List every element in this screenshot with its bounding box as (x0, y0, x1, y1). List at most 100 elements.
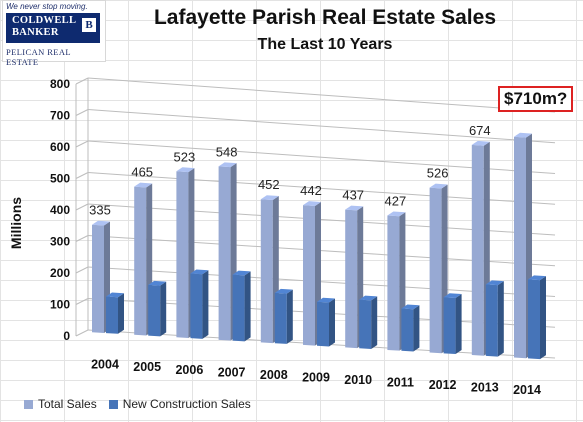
bar-new-2011-top (401, 304, 420, 310)
x-tick-label-2010: 2010 (344, 373, 372, 387)
bar-total-2014-top (514, 132, 532, 138)
bar-new-2008-side (286, 289, 293, 344)
bar-new-2011-side (413, 305, 420, 352)
bar-total-2007-front (218, 166, 231, 341)
gridline-700 (87, 109, 556, 144)
gridline-side-800 (75, 77, 89, 85)
data-label-total-2007: 548 (216, 144, 238, 159)
legend-swatch-new-construction (108, 399, 118, 409)
x-tick-label-2014: 2014 (513, 383, 541, 397)
bar-total-2010-front (345, 209, 358, 349)
gridline-side-100 (75, 298, 89, 305)
bar-new-2010-side (371, 296, 378, 349)
x-tick-label-2011: 2011 (387, 375, 414, 389)
bar-total-2013-front (471, 144, 484, 356)
y-tick-label-700: 700 (50, 109, 70, 123)
bar-new-2007-front (232, 274, 245, 342)
gridline-side-700 (75, 109, 89, 116)
data-label-total-2010: 437 (342, 188, 364, 203)
logo-tagline: We never stop moving. (6, 2, 88, 11)
y-tick-label-800: 800 (50, 77, 70, 91)
bar-new-2013-side (497, 281, 504, 357)
bar-new-2006-side (202, 270, 209, 339)
bar-total-2011-top (387, 211, 406, 217)
chart-title: Lafayette Parish Real Estate Sales (153, 6, 496, 29)
bar-new-2007-side (244, 271, 251, 342)
data-label-total-2009: 442 (300, 183, 322, 198)
bar-new-2008-top (274, 288, 293, 294)
gridline-800 (87, 77, 556, 113)
y-tick-label-500: 500 (50, 172, 70, 186)
x-tick-label-2004: 2004 (91, 358, 119, 372)
chart-legend: Total Sales New Construction Sales (24, 397, 263, 411)
bar-new-2012-front (443, 297, 456, 355)
bar-new-2005-top (148, 280, 167, 286)
gridline-side-600 (75, 140, 89, 148)
y-tick-label-300: 300 (50, 235, 70, 249)
chart-subtitle: The Last 10 Years (257, 36, 393, 53)
bar-total-2012-front (429, 187, 442, 354)
bar-new-2012-top (443, 293, 462, 298)
bar-total-2004-top (92, 220, 110, 226)
bar-new-2013-top (485, 280, 504, 286)
data-label-total-2013: 674 (469, 123, 491, 138)
bar-new-2004-front (106, 296, 118, 334)
x-tick-label-2008: 2008 (260, 368, 288, 382)
y-tick-label-100: 100 (50, 298, 70, 312)
x-tick-label-2009: 2009 (302, 370, 330, 384)
y-tick-label-400: 400 (50, 203, 70, 217)
bar-total-2006-front (176, 171, 189, 339)
bar-total-2014-front (514, 136, 526, 359)
y-tick-label-600: 600 (50, 140, 70, 154)
bar-new-2005-side (160, 281, 167, 337)
logo-brand-line-2: BANKER (12, 27, 59, 38)
data-label-total-2005: 465 (131, 165, 153, 180)
projection-callout: $710m? (498, 86, 574, 112)
legend-swatch-total-sales (24, 399, 33, 409)
bar-total-2007-top (218, 162, 237, 168)
bar-total-2005-front (134, 186, 147, 336)
gridline-side-500 (75, 172, 89, 179)
bar-total-2009-front (303, 205, 315, 346)
bar-total-2008-top (260, 195, 279, 201)
bar-new-2013-front (485, 284, 498, 357)
bar-new-2014-side (540, 276, 546, 360)
data-label-total-2012: 526 (427, 166, 449, 181)
logo-brand-box: COLDWELL BANKER B (6, 13, 100, 43)
data-label-total-2008: 452 (258, 177, 280, 192)
legend-label-total-sales: Total Sales (38, 397, 97, 411)
logo-subline: PELICAN REAL ESTATE (6, 47, 71, 67)
x-tick-label-2013: 2013 (471, 380, 499, 394)
bar-new-2010-front (359, 299, 372, 349)
bar-new-2004-side (118, 293, 124, 334)
legend-label-new-construction: New Construction Sales (122, 397, 251, 411)
bar-total-2010-top (345, 205, 364, 211)
bar-new-2009-side (329, 298, 335, 347)
logo-mark-icon: B (82, 18, 96, 32)
bar-total-2013-top (471, 140, 490, 146)
bar-total-2011-front (387, 215, 400, 351)
gridline-side-200 (75, 266, 89, 274)
bar-new-2014-top (528, 275, 546, 281)
x-tick-label-2005: 2005 (133, 360, 161, 374)
bar-new-2008-front (274, 292, 287, 344)
bar-new-2005-front (148, 284, 161, 337)
x-tick-label-2012: 2012 (429, 378, 457, 392)
bar-new-2007-top (232, 270, 251, 276)
bar-new-2004-top (106, 292, 124, 298)
y-tick-label-200: 200 (50, 266, 70, 280)
bar-total-2006-top (176, 167, 195, 173)
bar-new-2009-front (317, 301, 329, 347)
bar-new-2012-side (455, 293, 462, 355)
logo-brand-line-1: COLDWELL (12, 15, 77, 26)
legend-item-new-construction: New Construction Sales (108, 397, 251, 411)
gridline-side-400 (75, 203, 89, 211)
logo-brand-text: COLDWELL BANKER (12, 15, 82, 39)
bar-new-2010-top (359, 295, 378, 301)
bar-new-2006-front (190, 273, 203, 339)
gridline-side-300 (75, 235, 89, 242)
bar-new-2006-top (190, 269, 209, 275)
bar-total-2009-top (303, 201, 321, 206)
bar-new-2014-front (528, 279, 540, 360)
